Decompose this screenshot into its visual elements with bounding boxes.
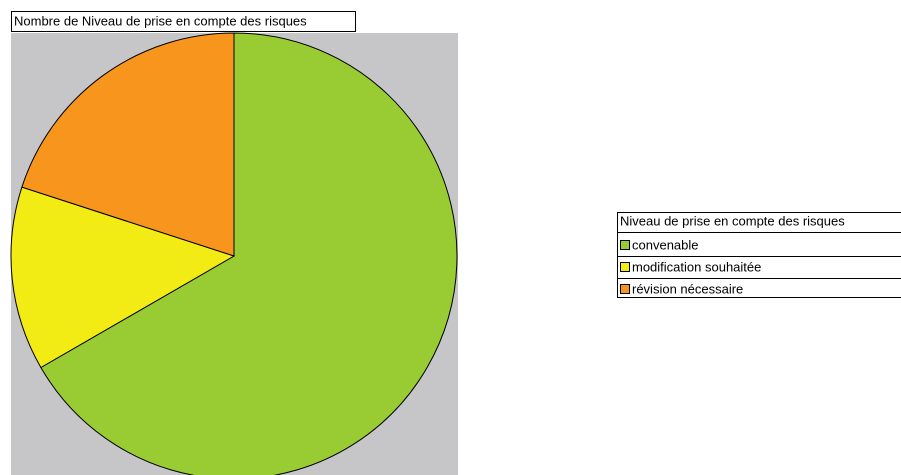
pie-slice [21,32,235,257]
title-box [11,11,356,32]
pie [10,32,458,475]
chart-title: Nombre de Niveau de prise en compte des … [14,13,307,28]
legend-swatch [620,262,630,272]
legend-label: modification souhaitée [632,259,761,274]
pie-slice [40,32,458,475]
legend-box [617,212,901,298]
legend-label: convenable [632,237,699,252]
legend: convenable modification souhaitée révision… [617,237,901,296]
legend-label: révision nécessaire [632,281,743,296]
legend-swatch [620,284,630,294]
legend-swatch [620,240,630,250]
legend-title: Niveau de prise en compte des risques [620,213,845,228]
pie-slice [10,186,236,369]
